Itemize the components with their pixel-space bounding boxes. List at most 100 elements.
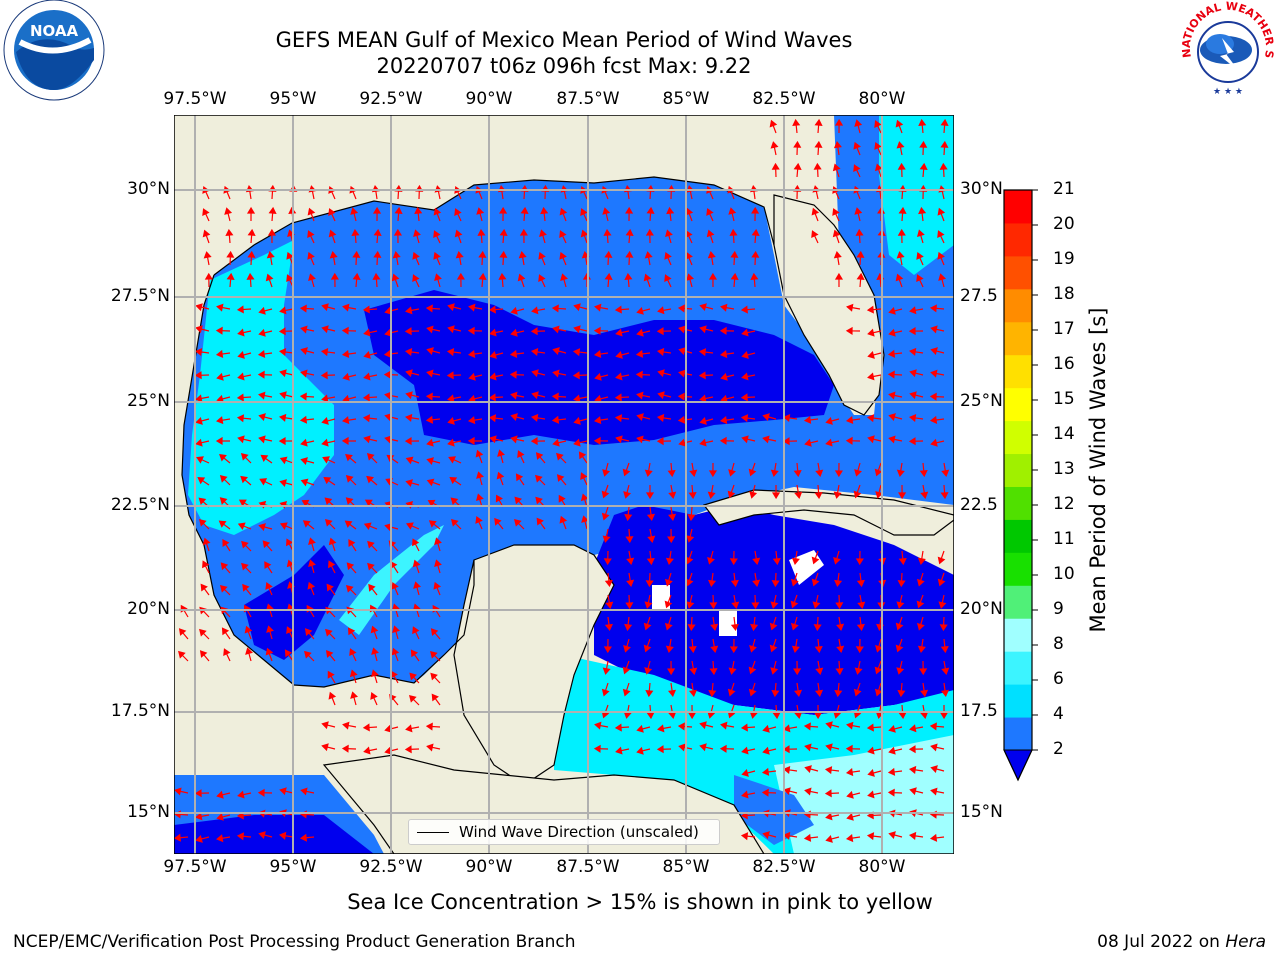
wave-direction-arrow [811, 572, 820, 587]
wave-direction-arrow [433, 581, 442, 596]
wave-direction-arrow [593, 436, 609, 445]
colorbar-swatch [1004, 618, 1032, 652]
wave-direction-arrow [341, 744, 357, 753]
wave-direction-arrow [939, 616, 948, 632]
wave-direction-arrow [719, 350, 735, 359]
wave-direction-arrow [615, 372, 630, 381]
wave-direction-arrow [404, 437, 420, 446]
wave-direction-arrow [434, 559, 442, 574]
lon-label: 82.5°W [752, 857, 816, 877]
lat-label: 20°N [960, 599, 1003, 619]
lon-label: 85°W [662, 857, 710, 877]
wave-direction-arrow [425, 722, 441, 731]
wave-direction-arrow [329, 251, 338, 266]
colorbar-tick-label: 15 [1053, 389, 1075, 409]
wave-direction-arrow [391, 647, 400, 662]
wave-direction-arrow [204, 272, 213, 288]
wave-direction-arrow [517, 273, 526, 288]
wave-direction-arrow [258, 435, 273, 444]
wave-direction-arrow [741, 372, 756, 381]
wave-direction-arrow [447, 394, 462, 403]
wave-direction-arrow [699, 303, 714, 312]
wave-direction-arrow [909, 391, 924, 400]
wave-direction-arrow [762, 746, 777, 755]
wave-direction-arrow [790, 616, 799, 631]
wave-direction-arrow [237, 522, 252, 530]
wave-direction-arrow [647, 528, 656, 543]
wave-direction-arrow [793, 462, 802, 478]
wave-direction-arrow [225, 228, 234, 244]
wave-direction-arrow [219, 475, 231, 486]
wave-direction-arrow [636, 413, 651, 422]
caribbean-blue-patch [734, 775, 814, 845]
wave-direction-arrow [709, 594, 718, 610]
colorbar-swatch [1004, 486, 1032, 520]
wave-direction-arrow [706, 229, 715, 244]
wave-direction-arrow [321, 325, 336, 334]
colorbar-tick-label: 6 [1053, 669, 1064, 689]
wave-direction-arrow [741, 435, 756, 444]
wave-direction-arrow [814, 118, 823, 134]
colorbar-tick-label: 4 [1053, 704, 1064, 724]
wave-direction-arrow [326, 583, 336, 596]
wave-direction-arrow [656, 413, 672, 422]
wave-direction-arrow [731, 594, 740, 609]
wave-direction-arrow [908, 437, 924, 446]
wave-direction-arrow [405, 522, 420, 530]
wave-direction-arrow [200, 583, 210, 596]
wave-direction-arrow [371, 647, 379, 662]
wave-direction-arrow [762, 724, 777, 733]
wave-direction-arrow [509, 349, 525, 358]
wave-direction-arrow [699, 438, 714, 447]
wave-direction-arrow [347, 627, 357, 640]
wave-direction-arrow [307, 207, 316, 222]
wave-direction-arrow [449, 476, 462, 486]
wave-direction-arrow [372, 206, 382, 222]
wave-direction-arrow [593, 326, 609, 335]
wave-direction-arrow [509, 370, 525, 379]
wave-direction-arrow [195, 325, 210, 334]
wave-direction-arrow [707, 251, 716, 266]
wave-direction-arrow [782, 745, 798, 754]
wave-direction-arrow [614, 414, 630, 423]
wave-direction-arrow [874, 142, 882, 156]
wave-direction-arrow [867, 350, 882, 359]
wave-direction-arrow [552, 438, 567, 447]
wave-direction-arrow [594, 303, 609, 312]
wave-direction-arrow [741, 768, 756, 777]
lon-label: 92.5°W [359, 857, 423, 877]
wave-direction-arrow [834, 118, 844, 134]
wave-direction-arrow [896, 251, 905, 266]
wave-direction-arrow [740, 832, 756, 841]
wave-direction-arrow [836, 616, 845, 631]
wave-direction-arrow [728, 660, 737, 675]
wave-direction-arrow [350, 207, 359, 222]
wave-direction-arrow [812, 594, 821, 609]
wave-direction-arrow [221, 627, 231, 640]
wave-direction-arrow [667, 462, 676, 478]
wave-direction-arrow [237, 350, 252, 359]
wave-direction-arrow [762, 413, 777, 422]
wave-direction-arrow [897, 572, 906, 588]
wave-direction-arrow [614, 305, 630, 314]
wave-direction-arrow [909, 724, 924, 733]
sea-ice-note: Sea Ice Concentration > 15% is shown in … [347, 890, 933, 914]
wave-direction-arrow [237, 372, 252, 381]
wave-direction-arrow [930, 369, 945, 378]
wave-direction-arrow [468, 303, 483, 312]
colorbar-tick-label: 13 [1053, 459, 1075, 479]
wave-direction-arrow [615, 350, 630, 359]
wave-direction-arrow [446, 348, 462, 357]
wave-direction-arrow [855, 550, 864, 566]
wave-direction-arrow [770, 660, 779, 675]
wave-direction-arrow [657, 306, 672, 315]
footer-credit: NCEP/EMC/Verification Post Processing Pr… [13, 932, 576, 952]
wave-direction-arrow [769, 616, 778, 631]
wave-direction-arrow [496, 471, 505, 486]
wave-direction-arrow [908, 327, 924, 336]
wave-direction-arrow [698, 371, 714, 380]
wave-direction-arrow [866, 723, 882, 732]
wave-direction-arrow [937, 572, 946, 587]
wave-direction-arrow [825, 416, 840, 425]
wave-direction-arrow [556, 452, 567, 464]
